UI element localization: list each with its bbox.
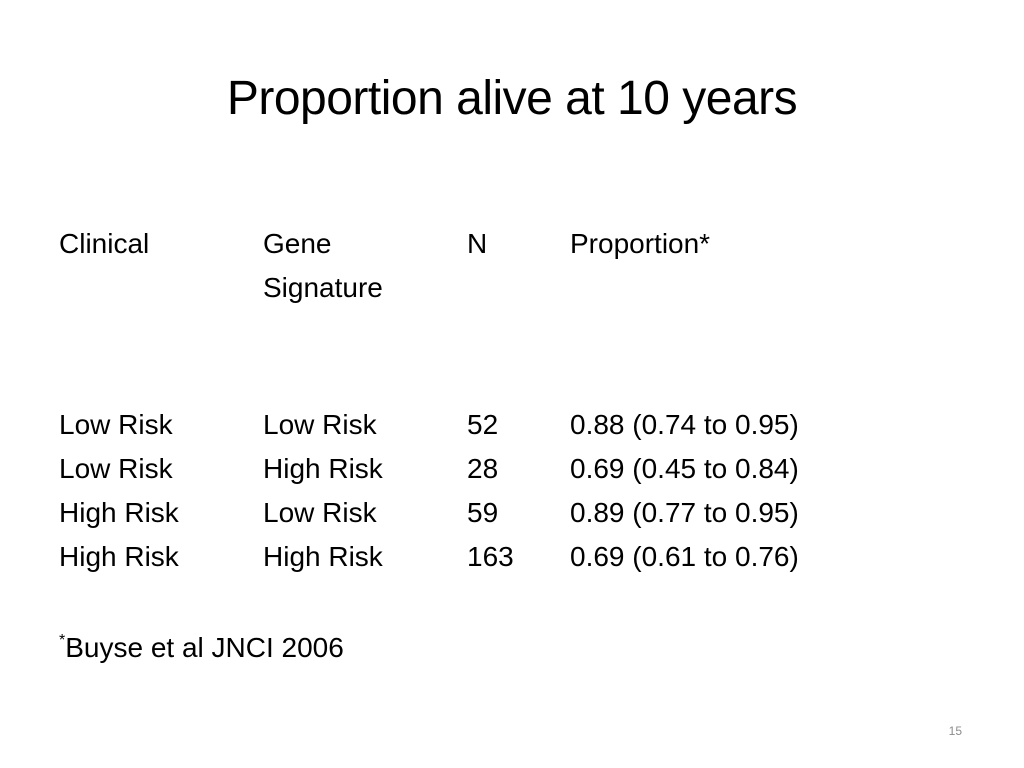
header-gene-line2: Signature	[263, 272, 383, 303]
cell-gene: High Risk	[263, 541, 383, 572]
cell-gene: Low Risk	[263, 409, 377, 440]
header-gene-signature: Gene Signature	[263, 222, 467, 310]
cell-clinical: Low Risk	[59, 453, 173, 484]
table-row: Low Risk High Risk 28 0.69 (0.45 to 0.84…	[59, 447, 870, 491]
cell-n: 59	[467, 497, 499, 528]
table-row: High Risk Low Risk 59 0.89 (0.77 to 0.95…	[59, 491, 870, 535]
footnote-marker: *	[59, 632, 66, 649]
cell-n: 163	[467, 541, 514, 572]
cell-proportion: 0.69 (0.45 to 0.84)	[570, 453, 799, 484]
cell-proportion: 0.69 (0.61 to 0.76)	[570, 541, 799, 572]
footnote-text: Buyse et al JNCI 2006	[65, 632, 344, 663]
cell-clinical: High Risk	[59, 541, 179, 572]
cell-gene: Low Risk	[263, 497, 377, 528]
slide-title: Proportion alive at 10 years	[226, 72, 798, 125]
cell-n: 28	[467, 453, 499, 484]
table-spacer	[59, 310, 870, 403]
table-header-row: Clinical Gene Signature N Proportion*	[59, 222, 870, 310]
cell-n: 52	[467, 409, 499, 440]
table-row: High Risk High Risk 163 0.69 (0.61 to 0.…	[59, 535, 870, 579]
header-n: N	[467, 228, 488, 259]
cell-proportion: 0.88 (0.74 to 0.95)	[570, 409, 799, 440]
survival-table: Clinical Gene Signature N Proportion* Lo…	[59, 222, 870, 579]
cell-clinical: Low Risk	[59, 409, 173, 440]
footnote: *Buyse et al JNCI 2006	[59, 626, 344, 670]
cell-proportion: 0.89 (0.77 to 0.95)	[570, 497, 799, 528]
slide-number: 15	[948, 724, 962, 738]
table-row: Low Risk Low Risk 52 0.88 (0.74 to 0.95)	[59, 403, 870, 447]
cell-gene: High Risk	[263, 453, 383, 484]
header-gene-line1: Gene	[263, 228, 332, 259]
cell-clinical: High Risk	[59, 497, 179, 528]
header-clinical: Clinical	[59, 228, 150, 259]
header-proportion: Proportion*	[570, 228, 711, 259]
